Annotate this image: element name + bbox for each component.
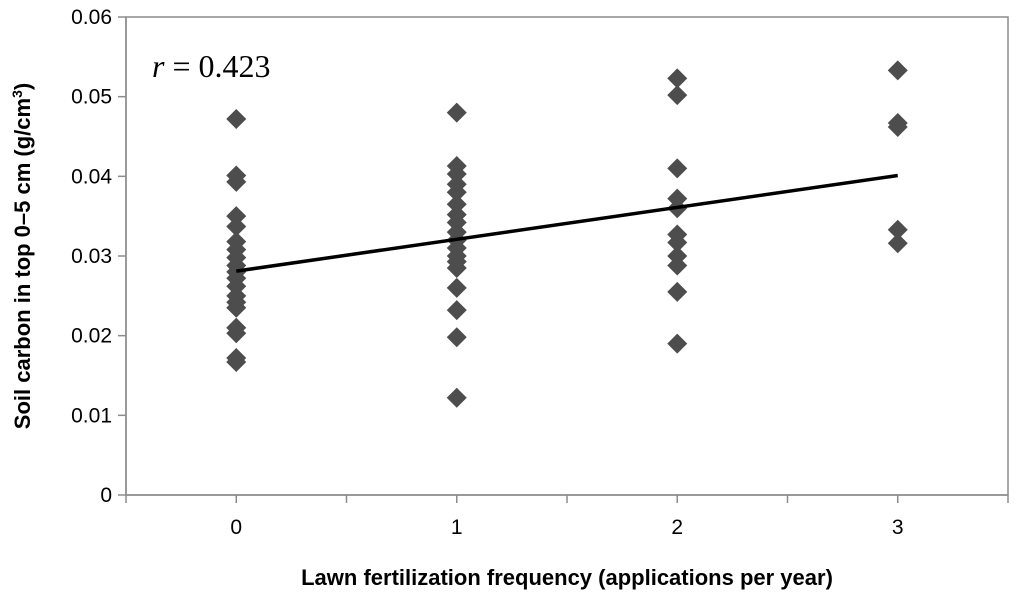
data-point — [226, 206, 247, 227]
y-tick-label: 0.05 — [71, 86, 112, 109]
data-point — [667, 255, 688, 276]
correlation-symbol: r — [152, 48, 165, 84]
data-point — [446, 102, 467, 123]
y-tick-label: 0.04 — [71, 165, 112, 188]
y-tick-label: 0.06 — [71, 6, 112, 29]
plot-area-frame — [125, 16, 1009, 496]
data-point — [887, 219, 908, 240]
y-axis-title-main: Soil carbon in top 0–5 cm (g/cm — [10, 98, 35, 429]
correlation-annotation: r = 0.423 — [152, 48, 271, 84]
data-point — [887, 233, 908, 254]
x-tick-label: 1 — [451, 516, 463, 539]
y-tick-label: 0.01 — [71, 404, 112, 427]
data-point — [226, 297, 247, 318]
data-point — [446, 163, 467, 184]
data-point — [446, 277, 467, 298]
y-axis-title: Soil carbon in top 0–5 cm (g/cm3) — [9, 83, 35, 429]
y-axis-ticks: 0 0.01 0.02 0.03 0.04 0.05 0.06 — [71, 6, 126, 507]
y-tick-label: 0.02 — [71, 325, 112, 348]
data-point — [226, 108, 247, 129]
data-point — [446, 194, 467, 215]
x-tick-label: 3 — [892, 516, 904, 539]
data-point — [667, 158, 688, 179]
data-point — [446, 300, 467, 321]
x-tick-label: 0 — [230, 516, 242, 539]
y-tick-label: 0 — [100, 484, 112, 507]
data-point — [667, 333, 688, 354]
data-point — [226, 171, 247, 192]
data-point — [226, 351, 247, 372]
x-tick-label: 2 — [671, 516, 683, 539]
x-axis-ticks: 0 1 2 3 — [125, 495, 1009, 539]
y-tick-label: 0.03 — [71, 245, 112, 268]
data-point — [667, 85, 688, 106]
data-point — [446, 327, 467, 348]
data-point — [446, 182, 467, 203]
data-points — [226, 60, 908, 408]
data-point — [667, 68, 688, 89]
data-point — [446, 257, 467, 278]
data-point — [446, 387, 467, 408]
trend-line — [235, 173, 899, 273]
data-point — [887, 60, 908, 81]
data-point — [226, 216, 247, 237]
data-point — [667, 281, 688, 302]
data-point — [887, 116, 908, 137]
data-point — [667, 232, 688, 253]
y-axis-title-superscript: 3 — [9, 90, 25, 98]
data-point — [226, 323, 247, 344]
correlation-value: = 0.423 — [164, 48, 270, 84]
y-axis-title-end: ) — [10, 83, 35, 90]
x-axis-title: Lawn fertilization frequency (applicatio… — [301, 565, 833, 590]
